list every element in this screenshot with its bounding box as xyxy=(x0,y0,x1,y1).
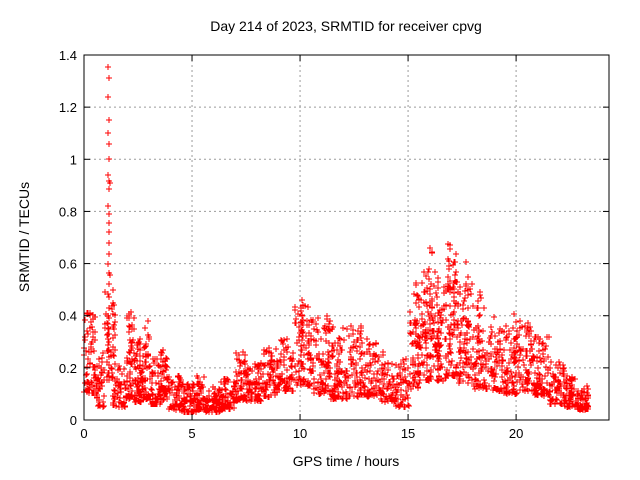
y-tick-label: 0.8 xyxy=(59,204,77,219)
x-tick-label: 5 xyxy=(188,426,195,441)
y-tick-label: 0.4 xyxy=(59,309,77,324)
x-tick-label: 0 xyxy=(80,426,87,441)
grid-lines xyxy=(84,55,609,420)
x-axis-label: GPS time / hours xyxy=(293,453,400,469)
y-tick-label: 1.2 xyxy=(59,100,77,115)
scatter-markers xyxy=(81,64,591,415)
y-axis-label: SRMTID / TECUs xyxy=(16,182,32,292)
tick-labels: 0 5 10 15 20 0 0.2 0.4 0.6 0.8 1 1.2 1.4 xyxy=(59,48,523,441)
y-tick-label: 0.6 xyxy=(59,257,77,272)
x-tick-label: 15 xyxy=(401,426,415,441)
y-tick-label: 1 xyxy=(70,152,77,167)
y-tick-label: 0 xyxy=(70,413,77,428)
x-tick-label: 10 xyxy=(293,426,307,441)
plot-border xyxy=(83,54,610,421)
y-tick-label: 1.4 xyxy=(59,48,77,63)
y-tick-label: 0.2 xyxy=(59,361,77,376)
x-tick-label: 20 xyxy=(509,426,523,441)
chart-title: Day 214 of 2023, SRMTID for receiver cpv… xyxy=(210,18,482,34)
data-points xyxy=(81,64,591,415)
plot-frame xyxy=(83,54,610,421)
